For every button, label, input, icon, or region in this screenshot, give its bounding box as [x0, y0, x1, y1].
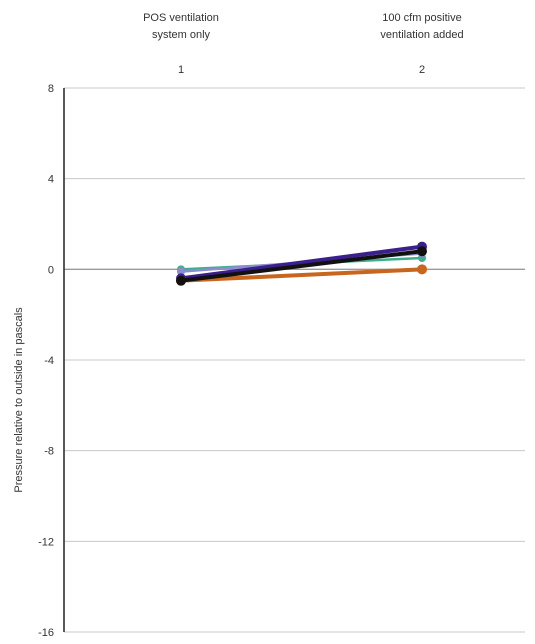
y-tick-label: -12 — [38, 536, 54, 548]
series-point — [177, 267, 185, 276]
category-labels: POS ventilation system only 1 100 cfm posit… — [143, 12, 464, 76]
y-tick-label: -8 — [44, 446, 54, 458]
series-point — [176, 275, 186, 286]
y-tick-label: 8 — [48, 83, 54, 95]
y-tick-labels: 8 4 0 -4 -8 -12 -16 — [38, 83, 54, 639]
category-number: 2 — [419, 64, 425, 76]
y-tick-label: -4 — [44, 355, 54, 367]
y-axis-title: Pressure relative to outside in pascals — [13, 307, 25, 493]
category-description: 100 cfm positive — [382, 12, 461, 24]
category-description: POS ventilation — [143, 12, 219, 24]
series-line — [179, 267, 424, 283]
category-number: 1 — [178, 64, 184, 76]
series-point — [417, 264, 427, 275]
y-tick-label: 4 — [48, 174, 54, 186]
series-line — [179, 249, 424, 283]
category-description: ventilation added — [380, 29, 463, 41]
category-description: system only — [152, 29, 211, 41]
grid-lines — [64, 87, 525, 633]
series-point — [417, 246, 427, 257]
series-line — [179, 244, 424, 281]
series-lines — [176, 241, 427, 286]
y-tick-label: 0 — [48, 264, 54, 276]
y-tick-label: -16 — [38, 627, 54, 639]
